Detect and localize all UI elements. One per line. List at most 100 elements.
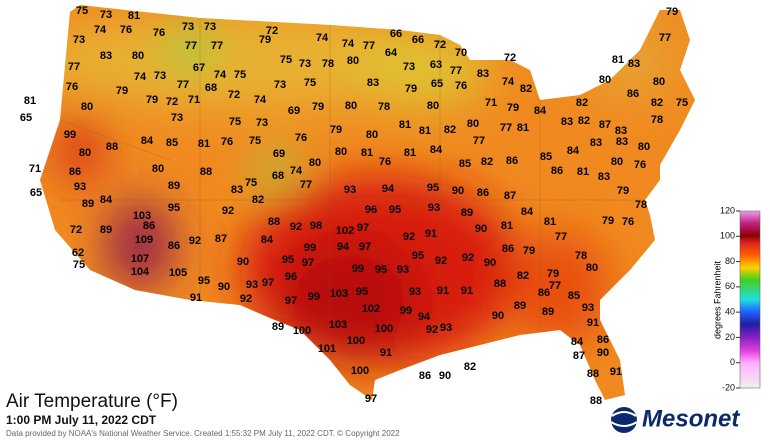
- station-temperature: 95: [375, 264, 387, 276]
- station-temperature: 76: [120, 24, 132, 36]
- station-temperature: 75: [249, 135, 261, 147]
- station-temperature: 88: [200, 166, 212, 178]
- station-temperature: 76: [66, 81, 78, 93]
- station-temperature: 69: [273, 148, 285, 160]
- station-temperature: 82: [464, 361, 476, 373]
- station-temperature: 74: [290, 165, 303, 177]
- station-temperature: 75: [229, 116, 241, 128]
- station-temperature: 72: [166, 96, 178, 108]
- station-temperature: 83: [561, 116, 573, 128]
- station-temperature: 80: [345, 100, 357, 112]
- title: Air Temperature (°F): [6, 391, 178, 412]
- station-temperature: 76: [221, 136, 233, 148]
- station-temperature: 77: [68, 61, 80, 73]
- station-temperature: 83: [628, 58, 640, 70]
- station-temperature: 96: [365, 204, 377, 216]
- station-temperature: 92: [290, 221, 302, 233]
- station-temperature: 73: [403, 61, 415, 73]
- station-temperature: 81: [501, 220, 513, 232]
- station-temperature: 102: [336, 225, 354, 237]
- station-temperature: 75: [676, 97, 688, 109]
- station-temperature: 83: [590, 137, 602, 149]
- station-temperature: 99: [308, 291, 320, 303]
- station-temperature: 75: [245, 177, 257, 189]
- station-temperature: 95: [198, 275, 210, 287]
- station-temperature: 83: [367, 77, 379, 89]
- station-temperature: 84: [567, 145, 580, 157]
- station-temperature: 76: [295, 132, 307, 144]
- colorbar-tick-label: 20: [725, 332, 735, 342]
- station-temperature: 84: [100, 194, 113, 206]
- station-temperature: 73: [73, 34, 85, 46]
- station-temperature: 95: [356, 286, 368, 298]
- colorbar-ticks: 120 100 80 60 40 20 0 -20: [720, 205, 740, 392]
- station-temperature: 70: [455, 47, 467, 59]
- station-temperature: 92: [222, 205, 234, 217]
- station-temperature: 77: [363, 40, 375, 52]
- colorbar-tick-label: -20: [722, 382, 735, 392]
- station-temperature: 78: [575, 250, 587, 262]
- station-temperature: 90: [597, 347, 609, 359]
- station-temperature: 84: [261, 234, 274, 246]
- station-temperature: 103: [133, 210, 151, 222]
- station-temperature: 93: [428, 202, 440, 214]
- station-temperature: 86: [143, 220, 155, 232]
- station-temperature: 66: [412, 34, 424, 46]
- station-temperature: 86: [477, 187, 489, 199]
- subtitle: 1:00 PM July 11, 2022 CDT: [6, 413, 157, 427]
- station-temperature: 92: [462, 252, 474, 264]
- station-temperature: 93: [344, 184, 356, 196]
- station-temperature: 85: [540, 151, 552, 163]
- station-temperature: 81: [404, 147, 416, 159]
- station-temperature: 93: [582, 302, 594, 314]
- station-temperature: 74: [254, 94, 267, 106]
- station-temperature: 105: [169, 267, 187, 279]
- station-temperature: 73: [274, 79, 286, 91]
- station-temperature: 81: [361, 147, 373, 159]
- station-temperature: 62: [72, 247, 84, 259]
- station-temperature: 100: [293, 325, 311, 337]
- station-temperature: 80: [347, 55, 359, 67]
- station-temperature: 91: [425, 228, 437, 240]
- station-temperature: 71: [485, 97, 497, 109]
- station-temperature: 99: [352, 263, 364, 275]
- station-temperature: 90: [439, 370, 451, 382]
- station-temperature: 86: [551, 165, 563, 177]
- station-temperature: 77: [450, 65, 462, 77]
- station-temperature: 86: [538, 287, 550, 299]
- station-temperature: 81: [419, 125, 431, 137]
- station-temperature: 91: [587, 317, 599, 329]
- station-temperature: 76: [634, 159, 646, 171]
- station-temperature: 81: [399, 119, 411, 131]
- station-temperature: 80: [586, 262, 598, 274]
- station-temperature: 72: [266, 25, 278, 37]
- station-temperature: 82: [444, 124, 456, 136]
- station-temperature: 74: [214, 69, 227, 81]
- station-temperature: 72: [70, 224, 82, 236]
- station-temperature: 86: [627, 88, 639, 100]
- station-temperature: 97: [302, 257, 314, 269]
- station-temperature: 77: [211, 40, 223, 52]
- station-temperature: 84: [141, 135, 154, 147]
- station-temperature: 72: [228, 89, 240, 101]
- station-temperature: 77: [473, 135, 485, 147]
- station-temperature: 79: [146, 94, 158, 106]
- station-temperature: 89: [272, 321, 284, 333]
- station-temperature: 99: [304, 242, 316, 254]
- station-temperature: 97: [262, 277, 274, 289]
- station-temperature: 95: [412, 250, 424, 262]
- station-temperature: 93: [440, 322, 452, 334]
- station-temperature: 97: [365, 393, 377, 405]
- station-temperature: 74: [94, 24, 107, 36]
- station-temperature: 82: [481, 156, 493, 168]
- station-temperature: 97: [359, 241, 371, 253]
- station-temperature: 72: [434, 39, 446, 51]
- station-temperature: 76: [622, 216, 634, 228]
- station-temperature: 98: [310, 220, 322, 232]
- station-temperature: 64: [385, 47, 398, 59]
- station-temperature: 75: [73, 259, 85, 271]
- station-temperature: 78: [635, 199, 647, 211]
- station-temperature: 94: [418, 311, 431, 323]
- station-temperature: 65: [431, 78, 443, 90]
